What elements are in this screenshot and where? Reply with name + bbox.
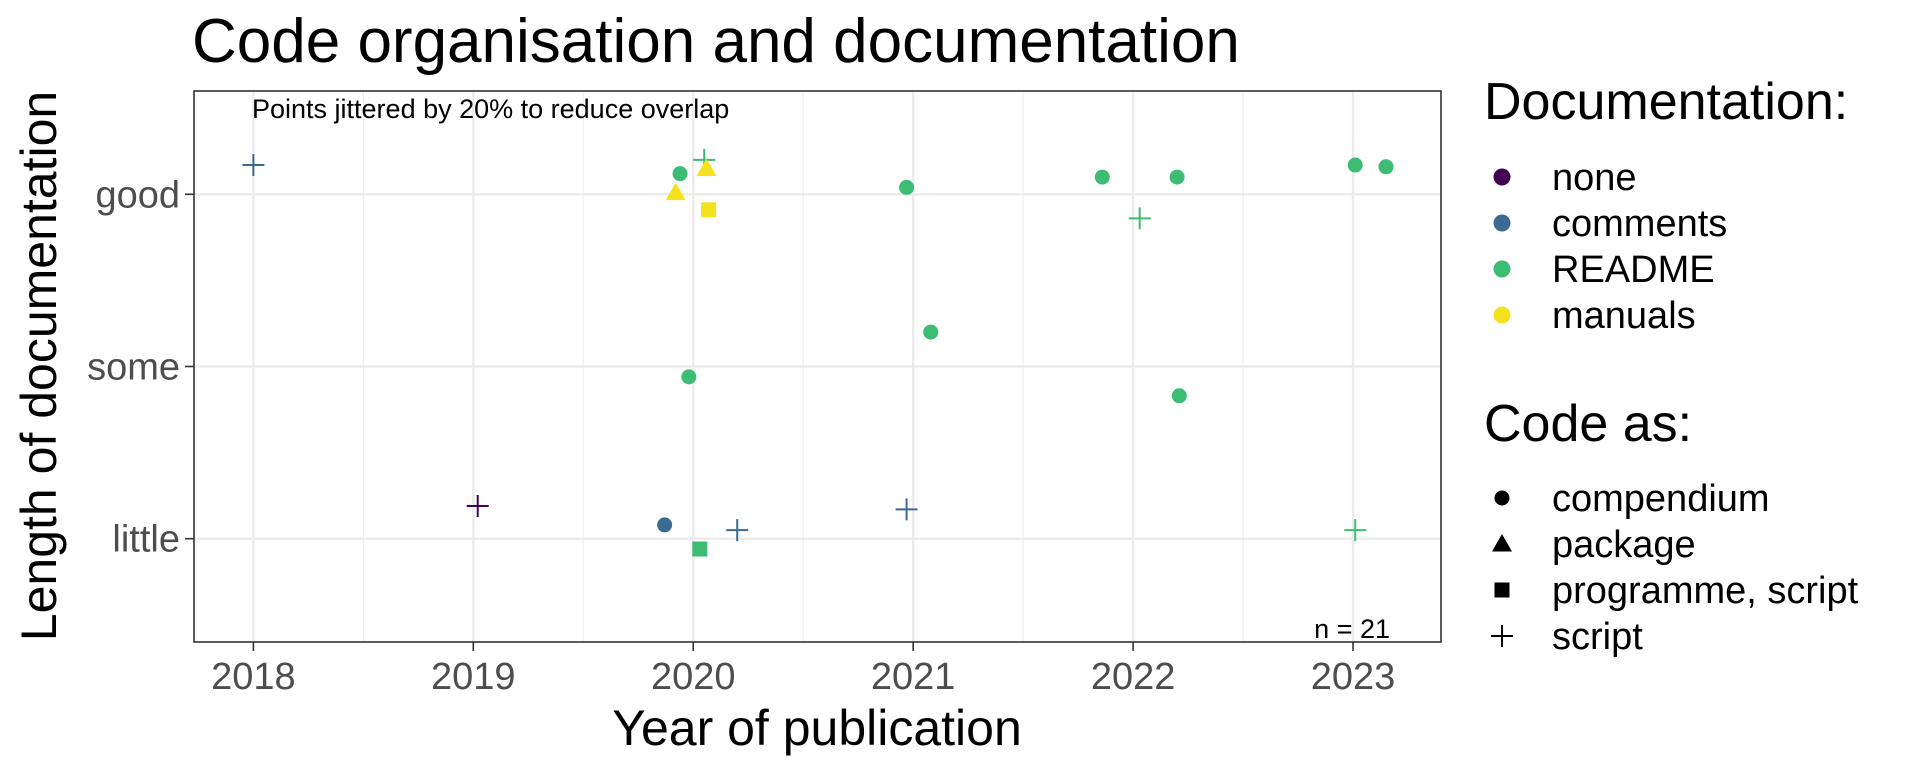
x-tick-label: 2023 [1311, 656, 1396, 698]
y-tick-label: some [87, 347, 180, 389]
data-point [242, 154, 265, 177]
data-point [696, 158, 717, 176]
data-point [701, 202, 717, 218]
x-tick-label: 2018 [211, 656, 296, 698]
legend-label: compendium [1552, 478, 1770, 520]
y-tick-label: little [112, 519, 180, 561]
data-point [1094, 169, 1110, 185]
data-point [895, 498, 918, 521]
sample-size-label: n = 21 [1314, 614, 1390, 644]
legend-label: programme, script [1552, 570, 1859, 612]
legend-key-square [1494, 582, 1510, 598]
legend-key-circle [1494, 490, 1510, 506]
grid [194, 91, 1441, 642]
chart-title: Code organisation and documentation [192, 7, 1240, 76]
legend-key-triangle [1492, 534, 1512, 552]
legend-label: comments [1552, 203, 1727, 245]
data-point [1128, 207, 1151, 230]
data-point [1169, 169, 1185, 185]
legend-key-manuals [1493, 306, 1511, 324]
legend-label: script [1552, 616, 1643, 658]
y-tick-label: good [95, 174, 180, 216]
data-points [242, 148, 1394, 557]
x-tick-label: 2022 [1091, 656, 1176, 698]
data-point [726, 519, 749, 542]
x-axis-title: Year of publication [612, 700, 1022, 756]
data-point [899, 179, 915, 195]
y-axis: little some good [87, 174, 194, 561]
x-tick-label: 2020 [651, 656, 736, 698]
data-point [672, 166, 688, 182]
data-point [1378, 159, 1394, 175]
legend-key-readme [1493, 260, 1511, 278]
legend-key-none [1493, 168, 1511, 186]
y-axis-title: Length of documentation [11, 91, 67, 641]
legend-label: none [1552, 157, 1637, 199]
data-point [1347, 157, 1363, 173]
data-point [923, 324, 939, 340]
legend-label: README [1552, 249, 1715, 291]
x-tick-label: 2021 [871, 656, 956, 698]
data-point [692, 541, 708, 557]
legend-documentation-title: Documentation: [1484, 73, 1848, 131]
x-tick-label: 2019 [431, 656, 516, 698]
legend-code-as-title: Code as: [1484, 395, 1692, 453]
data-point [1171, 388, 1187, 404]
legend-label: package [1552, 524, 1696, 566]
legend-key-plus [1491, 625, 1513, 647]
data-point [665, 182, 686, 201]
legend-key-comments [1493, 214, 1511, 232]
legend-label: manuals [1552, 295, 1696, 337]
data-point [657, 517, 673, 533]
x-axis: 2018 2019 2020 2021 2022 2023 [211, 642, 1395, 698]
data-point [1344, 519, 1367, 542]
data-point [466, 494, 489, 517]
data-point [681, 369, 697, 385]
jitter-note: Points jittered by 20% to reduce overlap [252, 94, 729, 124]
